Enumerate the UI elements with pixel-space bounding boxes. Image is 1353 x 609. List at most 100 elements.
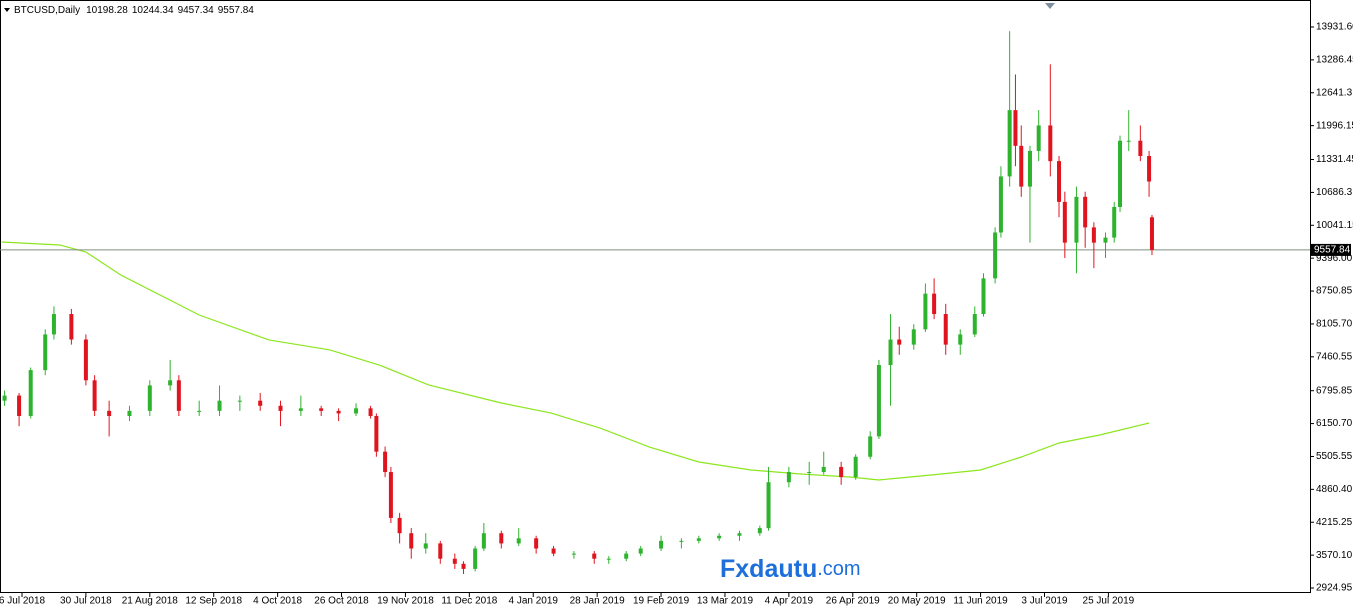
candle-body [168,380,173,386]
x-tick-label: 11 Dec 2018 [441,596,497,607]
candle-body [717,535,722,539]
x-tick-label: 30 Jul 2018 [60,596,112,607]
candle-body [473,548,478,569]
candle-body [258,400,263,406]
x-tick-label: 6 Jul 2018 [0,596,45,607]
candle-body [1149,217,1154,250]
watermark-suffix: .com [817,558,860,580]
candle-body [659,540,664,549]
x-tick-label: 25 Jul 2019 [1083,596,1135,607]
x-tick-label: 28 Jan 2019 [570,596,625,607]
x-tick-label: 3 Jul 2019 [1021,596,1068,607]
candle-body [92,380,97,411]
candle-body [197,410,202,412]
candle-body [876,365,881,437]
y-tick-label: 3570.10 [1316,550,1353,561]
candle-body [83,339,88,381]
candle-body [481,533,486,549]
watermark-brand: Fxdautu [720,555,817,583]
y-tick-label: 5505.55 [1316,451,1353,462]
candle-body [383,451,388,473]
y-tick-label: 6795.85 [1316,385,1353,396]
symbol-arrow [4,8,10,12]
candle-body [1074,196,1079,243]
y-tick-label: 8750.85 [1316,286,1353,297]
moving-average [1,241,1150,481]
candle-body [638,548,643,554]
y-tick-label: 4860.40 [1316,484,1353,495]
candle-body [107,410,112,416]
candle-body [423,543,428,549]
y-tick-label: 10041.15 [1316,220,1353,231]
candle-body [278,405,283,411]
x-tick-label: 20 May 2019 [888,596,946,607]
x-tick-label: 12 Sep 2018 [185,596,242,607]
y-tick-label: 11996.15 [1316,120,1353,131]
candle-body [1118,140,1123,207]
candle-body [923,293,928,330]
y-tick-label: 10686.3 [1316,187,1353,198]
symbol: BTCUSD,Daily [14,5,80,16]
candle-body [897,339,902,345]
candle-body [606,558,611,560]
candle-body [237,400,242,402]
y-tick-label: 6150.70 [1316,418,1353,429]
y-tick-label: 13286.45 [1316,55,1353,66]
candle-body [28,370,33,416]
candle-body [388,472,393,518]
candle-body [853,456,858,478]
candle-body [737,533,742,536]
candle-body [51,314,56,335]
candle-body [17,395,22,416]
candle-body [374,415,379,452]
candle-body [368,408,373,416]
ohlc-high: 10244.34 [132,5,174,16]
x-tick-label: 4 Oct 2018 [253,596,302,607]
candle-body [888,339,893,366]
candle-body [807,472,812,474]
candle-body [438,543,443,559]
candle-body [592,553,597,559]
candle-body [696,538,701,541]
candle-body [1083,196,1088,228]
candle-body [1138,140,1143,157]
y-tick-label: 2924.95 [1316,583,1353,594]
candle-body [551,548,556,554]
price-label-box [1311,243,1351,256]
x-tick-label: 4 Apr 2019 [765,596,814,607]
candle-body [1057,161,1062,202]
candle-body [868,436,873,457]
candle-body [679,540,684,542]
candle-body [354,408,359,414]
price-label: 9557.84 [1314,245,1351,256]
candle-body [1103,237,1108,243]
candle-body [1019,145,1024,187]
candle-body [69,314,74,340]
x-tick-label: 4 Jan 2019 [508,596,558,607]
candle-body [932,293,937,315]
x-tick-label: 26 Oct 2018 [314,596,369,607]
candle-body [452,558,457,564]
y-tick-label: 4215.25 [1316,517,1353,528]
ohlc-close: 9557.84 [218,5,255,16]
y-tick-label: 7460.55 [1316,351,1353,362]
y-tick-label: 12641.3 [1316,87,1353,98]
x-tick-label: 21 Aug 2018 [122,596,179,607]
ohlc-open: 10198.28 [86,5,128,16]
candle-body [1027,150,1032,187]
x-tick-label: 13 Mar 2019 [697,596,754,607]
candle-body [571,553,576,555]
candle-body [336,410,341,414]
candle-body [1091,227,1096,243]
candle-body [958,334,963,345]
candle-body [1147,156,1152,182]
candle-body [461,563,466,569]
y-tick-label: 11331.45 [1316,154,1353,165]
candle-body [1062,201,1067,243]
candle-body [1007,110,1012,177]
y-tick-label: 8105.70 [1316,319,1353,330]
x-tick-label: 19 Nov 2018 [377,596,434,607]
x-tick-label: 11 Jun 2019 [953,596,1008,607]
candle-body [981,278,986,315]
